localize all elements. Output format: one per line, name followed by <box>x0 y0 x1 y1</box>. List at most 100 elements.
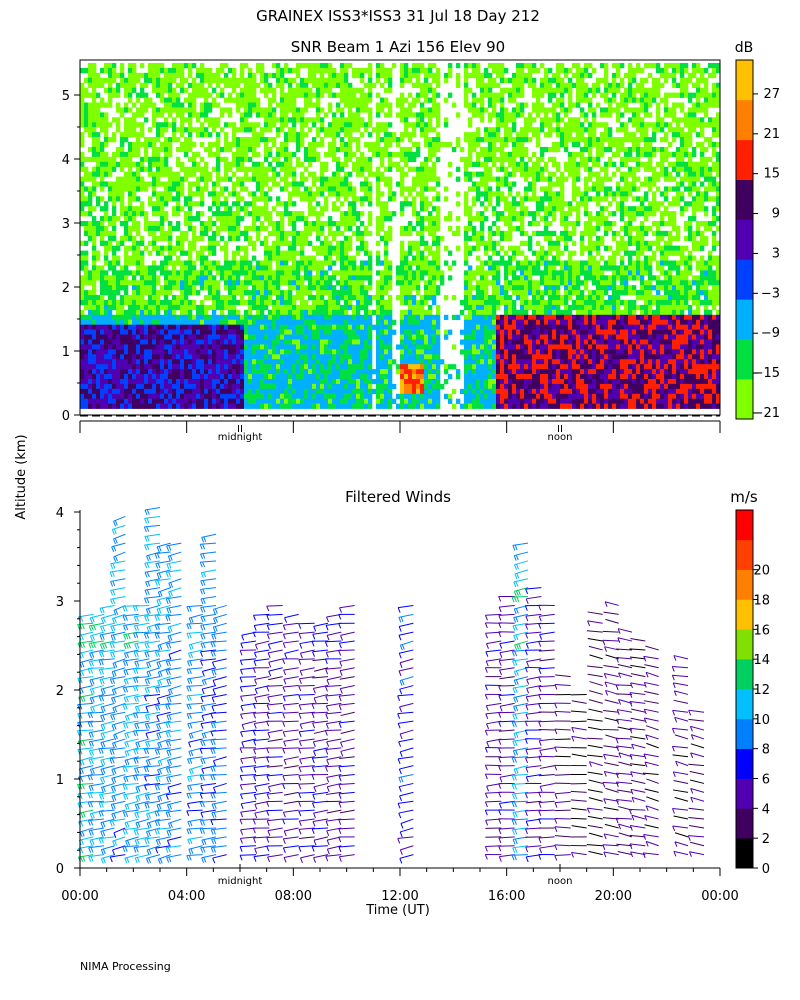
snr-cell <box>376 72 381 79</box>
snr-cell <box>376 403 381 409</box>
snr-cell <box>148 225 153 232</box>
snr-cell <box>300 260 305 266</box>
snr-cell <box>364 334 369 340</box>
snr-cell <box>344 260 349 266</box>
snr-cell <box>392 383 397 390</box>
snr-cell <box>396 344 401 350</box>
snr-cell <box>224 275 229 281</box>
snr-cell <box>332 201 337 207</box>
snr-cell <box>108 67 113 74</box>
snr-cell <box>368 260 373 266</box>
snr-cell <box>276 349 281 355</box>
snr-cell <box>112 349 117 355</box>
snr-cell <box>336 107 341 113</box>
snr-cell <box>168 72 173 79</box>
snr-cell <box>176 67 181 74</box>
snr-cell <box>364 329 369 335</box>
snr-cell <box>320 403 325 409</box>
snr-cell <box>340 82 345 88</box>
snr-cell <box>256 216 261 222</box>
snr-cell <box>164 107 169 113</box>
snr-cell <box>148 127 153 133</box>
snr-cell <box>364 369 369 375</box>
snr-cell <box>100 369 105 375</box>
snr-cell <box>380 393 385 400</box>
snr-cell <box>336 181 341 187</box>
snr-cell <box>232 82 237 88</box>
snr-cell <box>400 299 405 306</box>
snr-cell <box>140 102 145 108</box>
snr-cell <box>412 127 417 133</box>
snr-cell <box>244 398 249 404</box>
snr-cell <box>384 102 389 108</box>
snr-cell <box>80 398 85 404</box>
snr-cell <box>84 388 89 395</box>
snr-cell <box>192 349 197 355</box>
snr-cell <box>292 339 297 345</box>
snr-cell <box>212 354 217 360</box>
snr-cell <box>416 122 421 128</box>
snr-cell <box>264 122 269 128</box>
snr-cell <box>160 285 165 291</box>
snr-cell <box>276 393 281 400</box>
snr-cell <box>160 324 165 330</box>
snr-cell <box>284 383 289 390</box>
snr-cell <box>236 245 241 251</box>
snr-cell <box>140 290 145 296</box>
snr-cell <box>84 314 89 321</box>
snr-cell <box>272 225 277 232</box>
snr-cell <box>172 314 177 321</box>
snr-cell <box>348 349 353 355</box>
snr-cell <box>364 67 369 74</box>
snr-cell <box>128 309 133 316</box>
snr-cell <box>400 319 405 325</box>
snr-cell <box>104 383 109 390</box>
snr-cell <box>416 211 421 217</box>
snr-cell <box>328 378 333 385</box>
snr-cell <box>228 161 233 167</box>
snr-cell <box>228 359 233 365</box>
snr-cell <box>176 280 181 286</box>
snr-cell <box>128 280 133 286</box>
snr-cell <box>144 186 149 192</box>
snr-cell <box>308 354 313 360</box>
snr-cell <box>380 275 385 281</box>
snr-cell <box>272 137 277 143</box>
snr-cell <box>88 339 93 345</box>
snr-cell <box>180 280 185 286</box>
snr-cell <box>132 369 137 375</box>
snr-cell <box>368 295 373 301</box>
snr-cell <box>208 324 213 330</box>
snr-cell <box>380 127 385 133</box>
snr-cell <box>112 250 117 256</box>
snr-cell <box>136 285 141 291</box>
snr-cell <box>332 260 337 266</box>
snr-cell <box>192 339 197 345</box>
snr-cell <box>276 201 281 207</box>
snr-cell <box>244 265 249 271</box>
snr-cell <box>308 92 313 98</box>
snr-cell <box>292 359 297 365</box>
snr-cell <box>228 354 233 360</box>
snr-cell <box>360 245 365 251</box>
snr-cell <box>368 285 373 291</box>
snr-cell <box>188 290 193 296</box>
snr-cell <box>340 166 345 172</box>
snr-cell <box>248 339 253 345</box>
snr-cell <box>172 137 177 143</box>
snr-cell <box>304 403 309 409</box>
snr-cell <box>356 393 361 400</box>
snr-cell <box>284 393 289 400</box>
snr-cell <box>168 235 173 242</box>
snr-cell <box>216 77 221 84</box>
snr-cell <box>204 255 209 261</box>
snr-cell <box>404 299 409 306</box>
snr-cell <box>264 285 269 291</box>
snr-cell <box>160 156 165 163</box>
snr-cell <box>88 186 93 192</box>
snr-cell <box>324 196 329 202</box>
snr-cell <box>304 265 309 271</box>
snr-cell <box>128 339 133 345</box>
snr-cell <box>164 285 169 291</box>
snr-cell <box>164 304 169 311</box>
